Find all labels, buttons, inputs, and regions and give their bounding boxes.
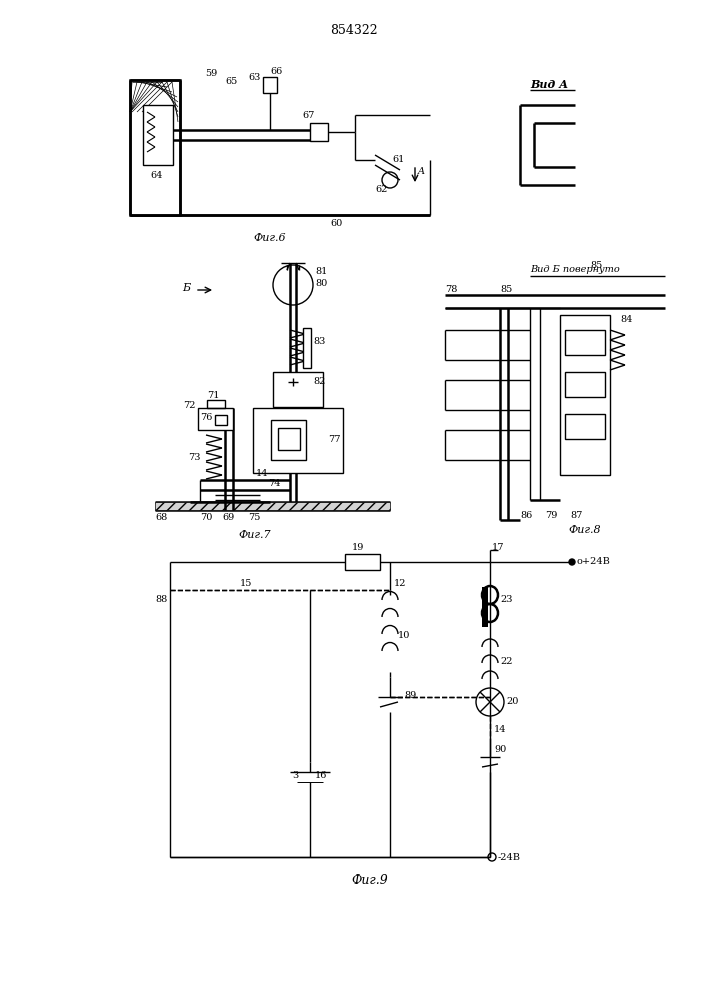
Text: 854322: 854322 [330,23,378,36]
Text: 71: 71 [207,391,219,400]
Text: 14: 14 [256,468,269,478]
Text: 84: 84 [620,316,632,324]
Text: 89: 89 [404,690,416,700]
Text: 64: 64 [150,170,163,180]
Text: 16: 16 [315,772,327,780]
Bar [310,123,328,141]
Bar [565,414,605,439]
Text: 14: 14 [494,726,506,734]
Bar [207,400,225,408]
Bar [155,502,390,510]
Text: 17: 17 [492,542,505,552]
Text: 74: 74 [268,480,281,488]
Text: 62: 62 [375,186,387,194]
Text: 75: 75 [248,514,260,522]
Text: 59: 59 [205,68,217,78]
Text: 15: 15 [240,580,252,588]
Text: 20: 20 [506,698,518,706]
Text: 60: 60 [330,220,342,229]
Text: -24В: -24В [498,852,521,861]
Bar [278,428,300,450]
Text: 88: 88 [155,595,168,604]
Text: 85: 85 [500,284,513,294]
Text: о+24В: о+24В [577,558,611,566]
Text: 72: 72 [183,400,196,410]
Text: 19: 19 [352,544,364,552]
Text: 83: 83 [313,338,325,347]
Text: 67: 67 [302,111,315,120]
Bar [560,315,610,475]
Text: 78: 78 [445,284,457,294]
Text: 81: 81 [315,267,327,276]
Text: 66: 66 [270,66,282,76]
Text: 90: 90 [494,746,506,754]
Text: 69: 69 [222,514,234,522]
Text: 86: 86 [520,510,532,520]
Text: 73: 73 [188,454,201,462]
Bar [273,372,323,407]
Text: 61: 61 [392,155,404,164]
Bar [565,330,605,355]
Text: Б: Б [182,283,190,293]
Text: Вид А: Вид А [530,80,568,91]
Bar [303,328,311,368]
Text: 3: 3 [292,772,298,780]
Text: Фиг.7: Фиг.7 [239,530,271,540]
Text: 70: 70 [200,514,212,522]
Text: 85: 85 [590,261,602,270]
Text: Фиг.9: Фиг.9 [351,874,388,886]
Text: 22: 22 [500,658,513,666]
Bar [253,408,343,473]
Text: 65: 65 [225,78,238,87]
Bar [271,420,306,460]
Bar [482,587,488,627]
Text: 87: 87 [570,510,583,520]
Bar [215,415,227,425]
Text: Фиг.8: Фиг.8 [568,525,602,535]
Bar [263,77,277,93]
Text: 12: 12 [394,580,407,588]
Text: 77: 77 [328,436,341,444]
Bar [198,408,233,430]
Text: Фиг.6: Фиг.6 [254,233,286,243]
Text: A: A [418,167,425,176]
Text: 76: 76 [200,414,212,422]
Bar [130,80,180,215]
Text: Вид Б повернуто: Вид Б повернуто [530,265,620,274]
Text: 79: 79 [545,510,557,520]
Bar [345,554,380,570]
Text: 63: 63 [248,74,260,83]
Circle shape [569,559,575,565]
Text: 82: 82 [313,377,325,386]
Text: 10: 10 [398,631,410,640]
Bar [565,372,605,397]
Text: 23: 23 [500,594,513,603]
Bar [143,105,173,165]
Text: 80: 80 [315,279,327,288]
Text: 68: 68 [155,514,168,522]
